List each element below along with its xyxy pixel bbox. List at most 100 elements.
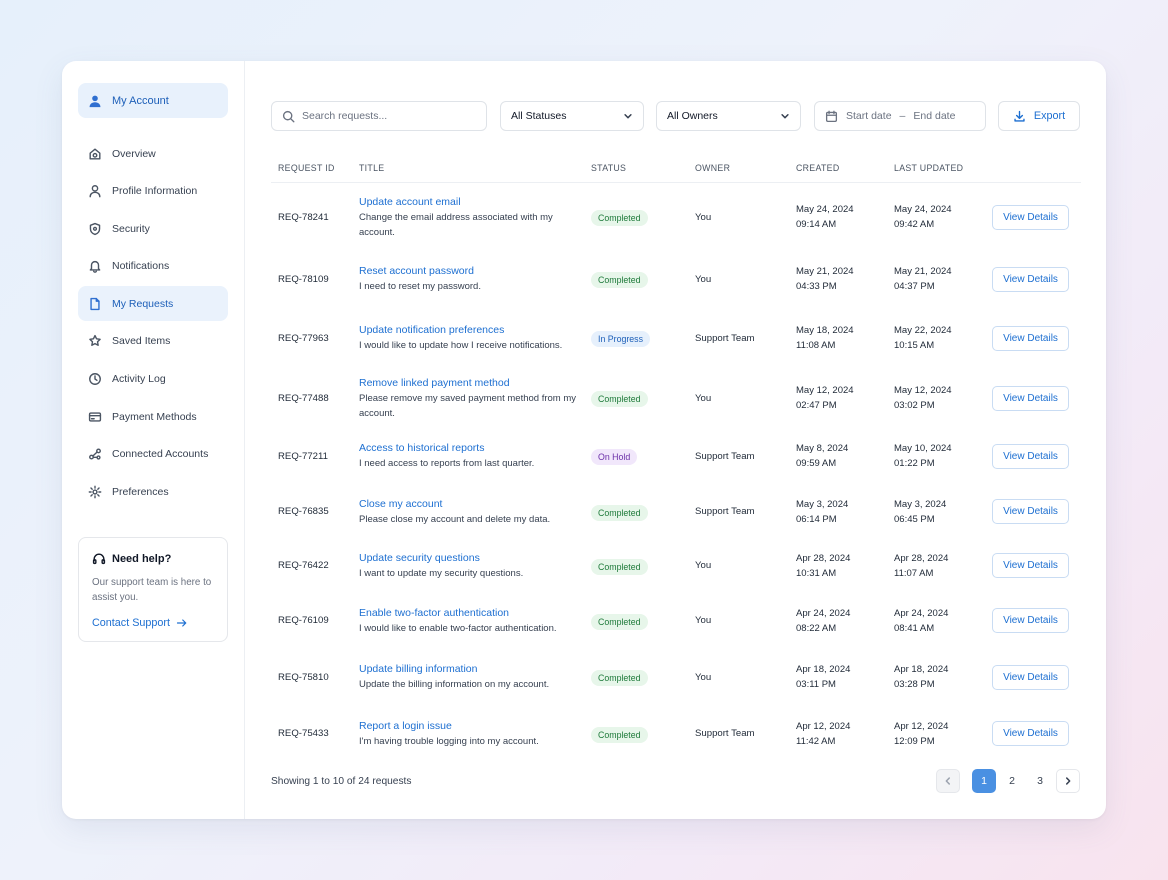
request-title-cell: Report a login issue I'm having trouble l… bbox=[359, 719, 591, 749]
header-request-id[interactable]: REQUEST ID bbox=[278, 162, 335, 173]
action-cell: View Details bbox=[992, 266, 1081, 292]
sidebar-my-account[interactable]: My Account bbox=[78, 83, 228, 118]
updated-time: 03:02 PM bbox=[894, 400, 935, 411]
view-details-button[interactable]: View Details bbox=[992, 443, 1069, 469]
owner: You bbox=[695, 273, 712, 285]
status-badge: Completed bbox=[591, 670, 648, 686]
page-3-button[interactable]: 3 bbox=[1037, 775, 1043, 787]
request-title-cell: Close my account Please close my account … bbox=[359, 497, 591, 527]
request-title-link[interactable]: Access to historical reports bbox=[359, 442, 485, 454]
view-details-button[interactable]: View Details bbox=[992, 721, 1069, 746]
status-badge: Completed bbox=[591, 726, 648, 743]
download-icon bbox=[1014, 110, 1025, 122]
action-cell: View Details bbox=[992, 385, 1081, 411]
view-details-button[interactable]: View Details bbox=[992, 204, 1069, 230]
page-2-button[interactable]: 2 bbox=[1009, 775, 1015, 787]
owner: Support Team bbox=[695, 506, 755, 517]
sidebar-item-connected-accounts[interactable]: Connected Accounts bbox=[78, 437, 228, 472]
request-title-cell: Update account email Change the email add… bbox=[359, 195, 591, 240]
page-numbers: 1 2 3 bbox=[960, 769, 1052, 793]
request-title-link[interactable]: Remove linked payment method bbox=[359, 376, 510, 389]
table-row: REQ-77211 Access to historical reports I n… bbox=[271, 427, 1081, 485]
updated-time: 04:37 PM bbox=[894, 281, 935, 292]
header-title[interactable]: TITLE bbox=[359, 162, 385, 173]
request-title-link[interactable]: Report a login issue bbox=[359, 719, 452, 732]
sidebar-item-preferences[interactable]: Preferences bbox=[78, 474, 228, 509]
header-created[interactable]: CREATED bbox=[796, 162, 840, 173]
request-title-link[interactable]: Update billing information bbox=[359, 663, 478, 675]
created-date: May 3, 2024 bbox=[796, 498, 849, 510]
requests-table: REQUEST ID TITLE STATUS OWNER CREATED LA… bbox=[271, 153, 1081, 761]
status-badge: Completed bbox=[591, 504, 648, 521]
view-details-button[interactable]: View Details bbox=[992, 385, 1069, 411]
request-id: REQ-78241 bbox=[278, 211, 329, 223]
headset-icon bbox=[92, 553, 106, 565]
request-title-link[interactable]: Update security questions bbox=[359, 551, 480, 564]
request-title-link[interactable]: Update account email bbox=[359, 195, 461, 208]
page-1-button[interactable]: 1 bbox=[972, 769, 996, 793]
chevron-right-icon bbox=[1066, 777, 1071, 785]
status-cell: Completed bbox=[591, 503, 695, 521]
updated-date: May 10, 2024 bbox=[894, 443, 952, 454]
link-icon bbox=[88, 447, 102, 461]
request-id: REQ-77488 bbox=[278, 392, 329, 404]
table-row: REQ-78109 Reset account password I need to… bbox=[271, 251, 1081, 307]
sidebar-item-my-requests[interactable]: My Requests bbox=[78, 286, 228, 322]
sidebar-item-saved-items[interactable]: Saved Items bbox=[78, 324, 228, 359]
view-details-button[interactable]: View Details bbox=[992, 608, 1069, 633]
view-details-button[interactable]: View Details bbox=[992, 266, 1069, 292]
status-cell: On Hold bbox=[591, 447, 695, 465]
export-button[interactable]: Export bbox=[998, 101, 1080, 131]
sidebar-item-label: Overview bbox=[112, 147, 156, 160]
header-status[interactable]: STATUS bbox=[591, 162, 627, 173]
sidebar-item-profile-information[interactable]: Profile Information bbox=[78, 174, 228, 209]
sidebar-item-payment-methods[interactable]: Payment Methods bbox=[78, 399, 228, 434]
account-card: My Account Overview Profile Information Se… bbox=[62, 61, 1106, 819]
created-cell: May 24, 2024 09:14 AM bbox=[796, 202, 894, 232]
request-description: Please remove my saved payment method fr… bbox=[359, 392, 577, 419]
sidebar-item-notifications[interactable]: Notifications bbox=[78, 249, 228, 284]
table-footer: Showing 1 to 10 of 24 requests 1 2 3 bbox=[271, 769, 1081, 793]
view-details-button[interactable]: View Details bbox=[992, 325, 1069, 351]
request-title-link[interactable]: Enable two-factor authentication bbox=[359, 606, 510, 619]
sidebar-item-label: Connected Accounts bbox=[112, 448, 209, 461]
contact-support-link[interactable]: Contact Support bbox=[92, 617, 214, 629]
owner-filter-select[interactable]: All Owners bbox=[656, 101, 801, 131]
search-input[interactable] bbox=[302, 110, 476, 122]
updated-cell: Apr 24, 2024 08:41 AM bbox=[894, 606, 992, 636]
view-details-button[interactable]: View Details bbox=[992, 664, 1069, 690]
action-cell: View Details bbox=[992, 553, 1081, 578]
date-range-picker[interactable]: Start date – End date bbox=[814, 101, 986, 131]
request-id: REQ-77963 bbox=[278, 332, 329, 344]
next-page-button[interactable] bbox=[1056, 769, 1080, 793]
previous-page-button[interactable] bbox=[936, 769, 960, 793]
end-date-field[interactable]: End date bbox=[913, 110, 956, 122]
updated-cell: Apr 18, 2024 03:28 PM bbox=[894, 662, 992, 692]
request-title-link[interactable]: Reset account password bbox=[359, 265, 474, 277]
chevron-down-icon bbox=[624, 114, 632, 119]
header-owner[interactable]: OWNER bbox=[695, 162, 731, 173]
search-box[interactable] bbox=[271, 101, 487, 131]
created-time: 09:14 AM bbox=[796, 219, 837, 230]
sidebar-item-security[interactable]: Security bbox=[78, 211, 228, 246]
arrow-right-icon bbox=[176, 619, 187, 627]
request-title-link[interactable]: Close my account bbox=[359, 497, 443, 510]
start-date-field[interactable]: Start date bbox=[846, 110, 892, 122]
owner: You bbox=[695, 392, 712, 404]
status-badge: Completed bbox=[591, 391, 648, 407]
help-title: Need help? bbox=[92, 552, 214, 566]
sidebar-item-activity-log[interactable]: Activity Log bbox=[78, 362, 228, 397]
search-icon bbox=[282, 110, 295, 122]
owner: You bbox=[695, 560, 712, 571]
request-title-link[interactable]: Update notification preferences bbox=[359, 324, 505, 336]
header-last-updated[interactable]: LAST UPDATED bbox=[894, 162, 964, 173]
sidebar-item-overview[interactable]: Overview bbox=[78, 136, 228, 171]
updated-date: May 21, 2024 bbox=[894, 266, 952, 277]
status-filter-select[interactable]: All Statuses bbox=[500, 101, 644, 131]
view-details-button[interactable]: View Details bbox=[992, 553, 1069, 578]
view-details-button[interactable]: View Details bbox=[992, 499, 1069, 524]
created-date: Apr 18, 2024 bbox=[796, 664, 851, 675]
updated-time: 06:45 PM bbox=[894, 513, 935, 525]
updated-date: Apr 28, 2024 bbox=[894, 552, 949, 564]
request-title-cell: Enable two-factor authentication I would … bbox=[359, 606, 591, 636]
